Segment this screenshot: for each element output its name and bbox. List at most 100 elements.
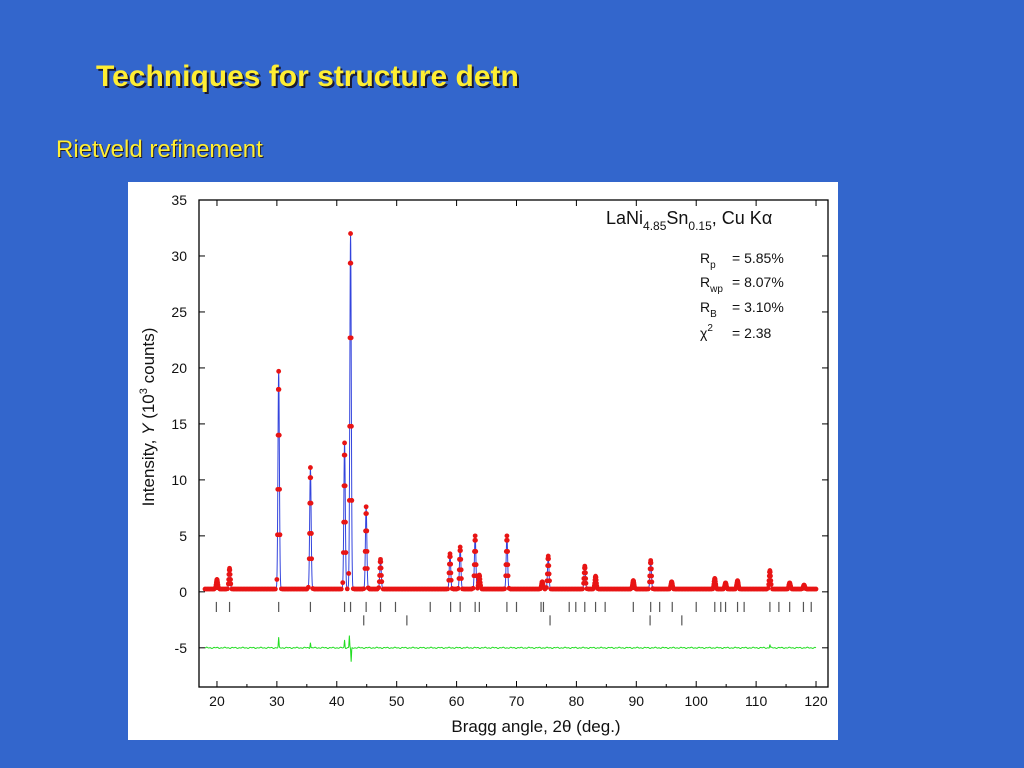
observed-point xyxy=(272,586,278,592)
observed-point xyxy=(349,423,354,429)
observed-point xyxy=(473,549,479,554)
observed-point xyxy=(546,556,551,562)
x-tick-label: 50 xyxy=(389,693,405,709)
observed-point xyxy=(724,585,730,590)
observed-point xyxy=(445,586,451,592)
observed-point xyxy=(448,561,453,567)
observed-point xyxy=(340,580,346,586)
observed-point xyxy=(458,556,464,562)
observed-point xyxy=(458,576,464,581)
observed-point xyxy=(505,549,510,554)
observed-point xyxy=(504,537,510,543)
observed-point xyxy=(473,537,478,543)
observed-point xyxy=(308,465,313,470)
observed-point xyxy=(308,475,314,481)
observed-point xyxy=(346,571,352,576)
stat-rwp: Rwp xyxy=(700,274,723,295)
observed-point xyxy=(342,483,348,489)
x-tick-label: 90 xyxy=(629,693,645,709)
observed-point xyxy=(342,452,348,458)
observed-point xyxy=(455,586,461,591)
observed-point xyxy=(276,432,282,438)
stat-rp-value: = 5.85% xyxy=(732,250,784,266)
observed-point xyxy=(227,572,233,577)
x-tick-label: 20 xyxy=(209,693,225,709)
observed-point xyxy=(541,584,546,590)
observed-point xyxy=(768,578,774,583)
slide-title: Techniques for structure detn xyxy=(96,60,519,93)
stat-rp: Rp xyxy=(700,250,716,271)
observed-point xyxy=(364,548,370,554)
x-tick-label: 60 xyxy=(449,693,465,709)
stat-chi2-value: = 2.38 xyxy=(732,325,772,341)
x-tick-label: 80 xyxy=(569,693,585,709)
observed-point xyxy=(276,368,282,374)
y-tick-label: 25 xyxy=(171,304,187,320)
observed-point xyxy=(768,582,774,587)
observed-point xyxy=(364,566,370,571)
observed-point xyxy=(348,231,353,236)
observed-point xyxy=(364,528,370,534)
observed-point xyxy=(767,569,773,575)
x-tick-label: 100 xyxy=(685,693,709,709)
observed-point xyxy=(736,584,742,590)
observed-point xyxy=(308,531,314,536)
observed-point xyxy=(348,335,354,341)
observed-point xyxy=(227,567,233,573)
observed-point xyxy=(765,585,771,591)
slide-subtitle: Rietveld refinement xyxy=(56,136,263,163)
calculated-profile xyxy=(204,233,817,590)
observed-point xyxy=(447,554,453,560)
observed-point xyxy=(305,584,311,590)
rietveld-figure: 20 30 40 50 60 70 80 90 100 110 120 35 30 25 20 15 10 5 0-… xyxy=(128,182,838,740)
observed-point xyxy=(378,559,384,565)
observed-point xyxy=(228,577,233,582)
observed-point xyxy=(582,565,588,571)
y-axis-label: Intensity, Y (103 counts) xyxy=(138,328,158,507)
observed-point xyxy=(215,584,221,590)
stat-chi2: χ2 xyxy=(700,323,713,341)
observed-point xyxy=(583,576,589,581)
observed-point xyxy=(458,548,463,553)
observed-point xyxy=(361,586,367,592)
fit-statistics: Rp = 5.85% Rwp = 8.07% RB = 3.10% χ2 = 2… xyxy=(700,250,784,341)
observed-point xyxy=(363,504,369,510)
observed-point xyxy=(505,573,511,579)
x-tick-label: 70 xyxy=(509,693,525,709)
y-tick-label: 0 xyxy=(179,584,187,600)
stat-rb: RB xyxy=(700,299,717,320)
observed-point xyxy=(379,573,384,578)
observed-point xyxy=(228,581,234,587)
observed-point xyxy=(277,532,283,538)
observed-point xyxy=(225,586,230,592)
plot-frame xyxy=(198,199,829,688)
observed-point xyxy=(813,586,819,592)
y-tick-label: 35 xyxy=(171,192,187,208)
observed-point xyxy=(579,586,585,592)
x-tick-label: 120 xyxy=(804,693,828,709)
observed-point xyxy=(583,580,589,586)
observed-point xyxy=(645,586,651,592)
difference-curve xyxy=(204,635,817,662)
observed-point xyxy=(477,576,483,582)
y-tick-label: 10 xyxy=(171,472,187,488)
observed-point xyxy=(343,550,349,556)
observed-point xyxy=(546,563,552,569)
observed-point xyxy=(768,573,773,579)
observed-point xyxy=(504,533,510,539)
observed-point xyxy=(473,562,479,568)
observed-point xyxy=(478,583,483,588)
stat-rwp-value: = 8.07% xyxy=(732,274,784,290)
observed-point xyxy=(277,486,282,492)
y-tick-label: 20 xyxy=(171,360,187,376)
observed-point xyxy=(788,585,794,590)
observed-point xyxy=(448,577,454,583)
observed-point xyxy=(594,583,600,589)
observed-point xyxy=(470,585,476,591)
observed-point xyxy=(670,584,676,590)
y-tick-label: 15 xyxy=(171,416,187,432)
observed-point xyxy=(502,586,507,592)
observed-point xyxy=(458,567,464,573)
observed-point xyxy=(274,577,280,582)
observed-point xyxy=(802,585,808,591)
